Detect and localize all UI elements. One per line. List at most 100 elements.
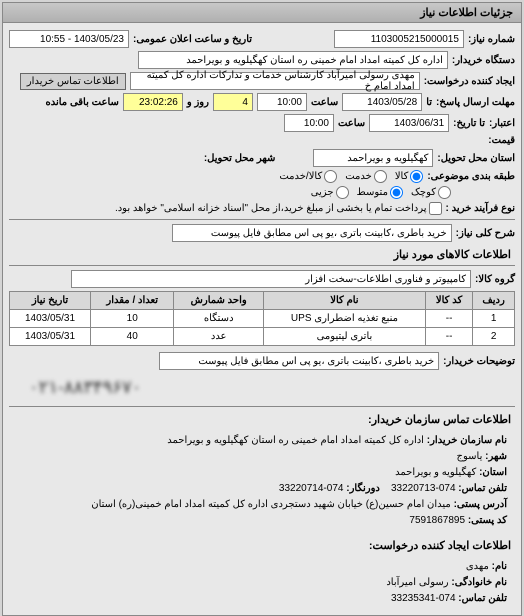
response-date-field: 1403/05/28 bbox=[342, 93, 422, 111]
th-qty: تعداد / مقدار bbox=[91, 292, 174, 310]
fax-value: 074-33220714 bbox=[279, 483, 344, 494]
creator-lastname-line: نام خانوادگی: رسولی امیرآباد bbox=[17, 575, 507, 591]
td-qty: 40 bbox=[91, 328, 174, 346]
org-contact-section: نام سازمان خریدار: اداره کل کمیته امداد … bbox=[9, 429, 515, 533]
row-requester: ایجاد کننده درخواست: مهدی رسولی امیرآباد… bbox=[9, 72, 515, 90]
size-small-label: کوچک bbox=[411, 187, 436, 198]
th-row: ردیف bbox=[473, 292, 515, 310]
td-row: 2 bbox=[473, 328, 515, 346]
size-partial-input[interactable] bbox=[336, 186, 349, 199]
fax-label: دورنگار: bbox=[346, 483, 380, 494]
city-label: شهر: bbox=[485, 451, 507, 462]
until-label-1: تا bbox=[426, 97, 432, 108]
size-medium-label: متوسط bbox=[357, 187, 388, 198]
validity-time-label: ساعت bbox=[338, 118, 365, 129]
city-value: یاسوج bbox=[457, 451, 483, 462]
response-deadline-label: مهلت ارسال پاسخ: bbox=[436, 97, 515, 108]
purchase-note-label: نوع فرآیند خرید : bbox=[446, 203, 515, 214]
lastname-value: رسولی امیرآباد bbox=[386, 577, 448, 588]
size-partial-label: جزیی bbox=[311, 187, 334, 198]
postal-code-value: 7591867895 bbox=[409, 515, 465, 526]
announce-date-label: تاریخ و ساعت اعلان عمومی: bbox=[133, 34, 252, 45]
days-label: روز و bbox=[187, 97, 209, 108]
buyer-notes-label: توضیحات خریدار: bbox=[443, 356, 515, 367]
row-validity: اعتبار: تا تاریخ: 1403/06/31 ساعت 10:00 bbox=[9, 114, 515, 132]
purchase-note-check[interactable]: پرداخت تمام یا بخشی از مبلغ خرید،از محل … bbox=[115, 202, 442, 215]
pkg-service-radio[interactable]: خدمت bbox=[345, 170, 387, 183]
size-medium-input[interactable] bbox=[390, 186, 403, 199]
row-buyer-notes: توضیحات خریدار: خرید باطری ،کابینت باتری… bbox=[9, 352, 515, 370]
pkg-goods-input[interactable] bbox=[410, 170, 423, 183]
creator-contact-section: نام: مهدی نام خانوادگی: رسولی امیرآباد ت… bbox=[9, 555, 515, 611]
city-line: شهر: یاسوج bbox=[17, 449, 507, 465]
td-name: منبع تغذیه اضطراری UPS bbox=[263, 310, 425, 328]
size-small-radio[interactable]: کوچک bbox=[411, 186, 451, 199]
packaging-radio-group: کالا خدمت کالا/خدمت bbox=[279, 170, 423, 183]
creator-phone-line: تلفن تماس: 074-33235341 bbox=[17, 591, 507, 607]
purchase-note-checkbox[interactable] bbox=[429, 202, 442, 215]
org-name-label: نام سازمان خریدار: bbox=[427, 435, 507, 446]
blurred-phone: ۰۲۱-۸۸۳۴۹۶۷۰ bbox=[29, 377, 141, 397]
size-radio-group: کوچک متوسط جزیی bbox=[311, 186, 451, 199]
validity-label: اعتبار: bbox=[489, 118, 515, 129]
form-area: شماره نیاز: 1103005215000015 تاریخ و ساع… bbox=[3, 23, 521, 615]
province-value: کهگیلویه و بویراحمد bbox=[395, 467, 476, 478]
postal-addr-label: آدرس پستی: bbox=[454, 499, 507, 510]
td-date: 1403/05/31 bbox=[10, 310, 91, 328]
pkg-service-input[interactable] bbox=[374, 170, 387, 183]
th-unit: واحد شمارش bbox=[174, 292, 264, 310]
creator-phone-value: 074-33235341 bbox=[391, 593, 456, 604]
org-name-value: اداره کل کمیته امداد امام خمینی ره استان… bbox=[167, 435, 424, 446]
td-qty: 10 bbox=[91, 310, 174, 328]
price-label: قیمت: bbox=[488, 135, 515, 146]
td-unit: دستگاه bbox=[174, 310, 264, 328]
buyer-contact-button[interactable]: اطلاعات تماس خریدار bbox=[20, 73, 126, 90]
pkg-goods-label: کالا bbox=[395, 171, 409, 182]
table-row: 2 -- باتری لیتیومی عدد 40 1403/05/31 bbox=[10, 328, 515, 346]
row-goods-group: گروه کالا: کامپیوتر و فناوری اطلاعات-سخت… bbox=[9, 270, 515, 288]
postal-addr-line: آدرس پستی: میدان امام حسین(ع) خیابان شهی… bbox=[17, 497, 507, 513]
pkg-cash-label: کالا/خدمت bbox=[279, 171, 322, 182]
td-code: -- bbox=[425, 328, 472, 346]
phone-value: 074-33220713 bbox=[391, 483, 456, 494]
response-time-label: ساعت bbox=[311, 97, 338, 108]
org-contact-title: اطلاعات تماس سازمان خریدار: bbox=[9, 413, 515, 426]
buyer-notes-field: خرید باطری ،کابینت باتری ،یو پی اس مطابق… bbox=[159, 352, 439, 370]
creator-phone-label: تلفن تماس: bbox=[458, 593, 507, 604]
td-date: 1403/05/31 bbox=[10, 328, 91, 346]
pkg-goods-radio[interactable]: کالا bbox=[395, 170, 424, 183]
org-name-line: نام سازمان خریدار: اداره کل کمیته امداد … bbox=[17, 433, 507, 449]
row-purchase-note: نوع فرآیند خرید : پرداخت تمام یا بخشی از… bbox=[9, 202, 515, 215]
table-header-row: ردیف کد کالا نام کالا واحد شمارش تعداد /… bbox=[10, 292, 515, 310]
td-name: باتری لیتیومی bbox=[263, 328, 425, 346]
delivery-city-label: شهر محل تحویل: bbox=[204, 153, 276, 164]
need-desc-label: شرح کلی نیاز: bbox=[456, 228, 515, 239]
delivery-province-label: استان محل تحویل: bbox=[437, 153, 515, 164]
phone-line: تلفن تماس: 074-33220713 دورنگار: 074-332… bbox=[17, 481, 507, 497]
size-small-input[interactable] bbox=[438, 186, 451, 199]
divider-2 bbox=[9, 265, 515, 266]
until-date-label: تا تاریخ: bbox=[453, 118, 485, 129]
phone-label: تلفن تماس: bbox=[458, 483, 507, 494]
pkg-service-label: خدمت bbox=[345, 171, 372, 182]
row-need-desc: شرح کلی نیاز: خرید باطری ،کابینت باتری ،… bbox=[9, 224, 515, 242]
size-medium-radio[interactable]: متوسط bbox=[357, 186, 403, 199]
td-unit: عدد bbox=[174, 328, 264, 346]
row-buyer-dept: دستگاه خریدار: اداره کل کمیته امداد امام… bbox=[9, 51, 515, 69]
requester-field: مهدی رسولی امیرآباد کارشناس خدمات و تدار… bbox=[130, 72, 420, 90]
size-partial-radio[interactable]: جزیی bbox=[311, 186, 349, 199]
days-field: 4 bbox=[213, 93, 253, 111]
main-panel: جزئیات اطلاعات نیاز شماره نیاز: 11030052… bbox=[2, 2, 522, 616]
name-value: مهدی bbox=[466, 561, 489, 572]
request-number-label: شماره نیاز: bbox=[468, 34, 515, 45]
lastname-label: نام خانوادگی: bbox=[451, 577, 507, 588]
th-code: کد کالا bbox=[425, 292, 472, 310]
province-line: استان: کهگیلویه و بویراحمد bbox=[17, 465, 507, 481]
pkg-cash-input[interactable] bbox=[324, 170, 337, 183]
requester-label: ایجاد کننده درخواست: bbox=[424, 76, 515, 87]
row-packaging: طبقه بندی موضوعی: کالا خدمت کالا/خدمت bbox=[9, 170, 515, 183]
buyer-dept-field: اداره کل کمیته امداد امام خمینی ره استان… bbox=[138, 51, 448, 69]
pkg-cash-radio[interactable]: کالا/خدمت bbox=[279, 170, 337, 183]
td-code: -- bbox=[425, 310, 472, 328]
goods-table: ردیف کد کالا نام کالا واحد شمارش تعداد /… bbox=[9, 291, 515, 346]
